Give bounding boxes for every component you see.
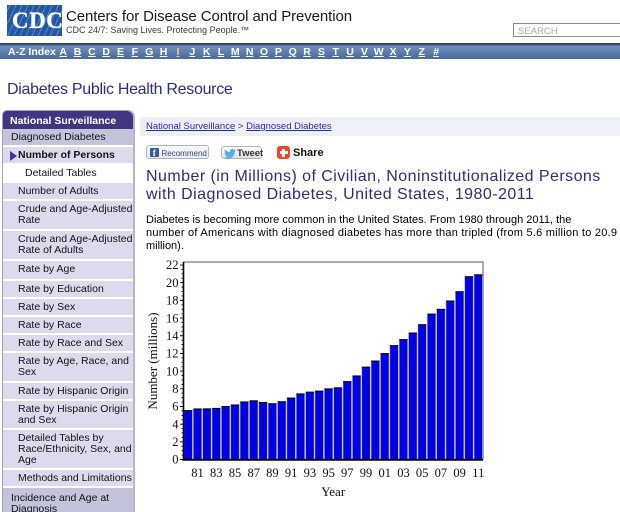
svg-text:14: 14 (166, 329, 179, 343)
svg-text:8: 8 (172, 382, 178, 396)
svg-text:6: 6 (172, 400, 178, 414)
svg-text:01: 01 (378, 466, 391, 480)
svg-text:81: 81 (191, 466, 204, 480)
svg-text:05: 05 (416, 466, 429, 480)
svg-text:16: 16 (166, 311, 179, 325)
svg-text:10: 10 (166, 364, 179, 378)
svg-text:12: 12 (166, 347, 179, 361)
svg-text:11: 11 (472, 466, 484, 480)
svg-text:20: 20 (166, 276, 179, 290)
svg-text:91: 91 (285, 466, 298, 480)
svg-text:83: 83 (210, 466, 223, 480)
svg-text:89: 89 (266, 466, 279, 480)
svg-text:87: 87 (247, 466, 260, 480)
svg-text:Year: Year (321, 484, 346, 499)
svg-text:22: 22 (166, 258, 179, 272)
svg-text:97: 97 (341, 466, 354, 480)
svg-text:07: 07 (435, 466, 448, 480)
svg-text:4: 4 (172, 417, 179, 431)
svg-text:85: 85 (229, 466, 242, 480)
svg-text:03: 03 (397, 466, 410, 480)
svg-text:09: 09 (453, 466, 466, 480)
svg-text:Number (millions): Number (millions) (146, 312, 160, 409)
svg-text:95: 95 (322, 466, 335, 480)
svg-text:2: 2 (172, 435, 178, 449)
svg-text:99: 99 (360, 466, 373, 480)
svg-text:18: 18 (166, 294, 179, 308)
svg-text:93: 93 (304, 466, 317, 480)
svg-text:0: 0 (172, 453, 178, 467)
